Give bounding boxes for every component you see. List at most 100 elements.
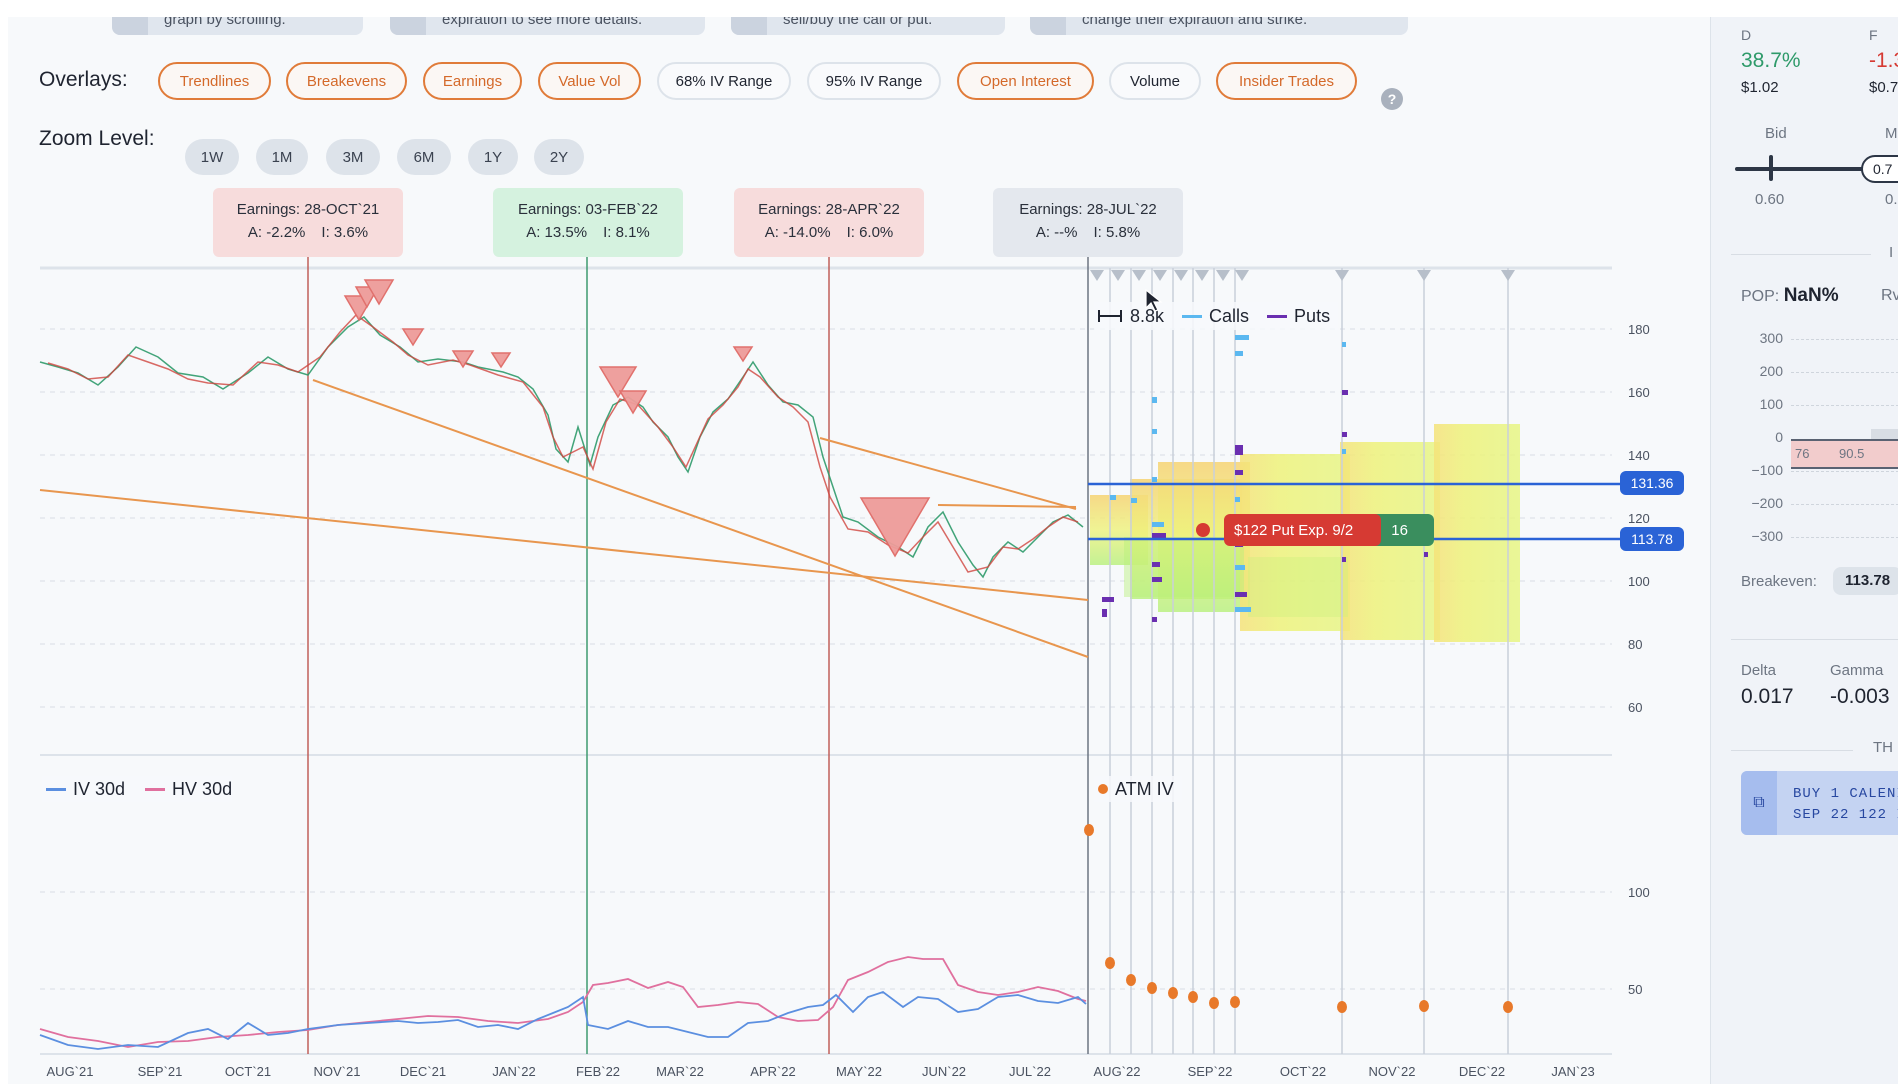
col-d-price: $1.02 bbox=[1741, 79, 1779, 96]
price-and-volatility-chart[interactable]: 180 160 140 120 100 80 60 100 50 bbox=[8, 17, 1710, 1084]
bid-slider-tick bbox=[1769, 155, 1773, 181]
bid-label: Bid bbox=[1765, 125, 1787, 142]
open-interest-legend: 8.8k Calls Puts bbox=[1094, 302, 1339, 330]
tip-card-text: change their expiration and strike. bbox=[1082, 17, 1308, 28]
earnings-box[interactable]: Earnings: 28-JUL`22 A: --% I: 5.8% bbox=[993, 188, 1183, 257]
earnings-box[interactable]: Earnings: 28-OCT`21 A: -2.2% I: 3.6% bbox=[213, 188, 403, 257]
overlay-breakevens-toggle[interactable]: Breakevens bbox=[286, 62, 407, 100]
x-tick: DEC`22 bbox=[1458, 1064, 1506, 1079]
payoff-y-tick: 300 bbox=[1759, 330, 1783, 346]
zoom-3m-button[interactable]: 3M bbox=[326, 139, 380, 175]
payoff-strike-label: 76 bbox=[1795, 446, 1810, 461]
scale-range-icon bbox=[1098, 310, 1122, 322]
delta-label: Delta bbox=[1741, 662, 1777, 679]
x-tick: SEP`22 bbox=[1187, 1064, 1233, 1079]
tip-card-tab bbox=[731, 17, 767, 35]
atm-iv-legend-label[interactable]: ATM IV bbox=[1115, 778, 1174, 799]
order-summary-button[interactable]: ⧉ BUY 1 CALENI SEP 22 122 I bbox=[1741, 771, 1898, 835]
position-label[interactable]: $122 Put Exp. 9/2 16 bbox=[1196, 514, 1434, 546]
tip-card-text: sell/buy the call or put. bbox=[783, 17, 933, 28]
overlay-volume-toggle[interactable]: Volume bbox=[1109, 62, 1201, 100]
rv-label: Rv bbox=[1881, 287, 1898, 304]
x-tick: MAR`22 bbox=[656, 1064, 704, 1079]
payoff-y-tick: 100 bbox=[1759, 396, 1783, 412]
tip-card: graph by scrolling. bbox=[112, 17, 363, 35]
mid-value: 0.7 bbox=[1885, 191, 1898, 208]
svg-text:100: 100 bbox=[1628, 574, 1650, 589]
overlay-insider-trades-toggle[interactable]: Insider Trades bbox=[1216, 62, 1357, 100]
zoom-6m-button[interactable]: 6M bbox=[397, 139, 451, 175]
zoom-level-label: Zoom Level: bbox=[39, 127, 155, 150]
x-tick: NOV`21 bbox=[313, 1064, 361, 1079]
mid-price-slider-handle[interactable]: 0.7 bbox=[1861, 155, 1898, 183]
iv-30d-legend-label[interactable]: IV 30d bbox=[73, 778, 126, 799]
section-divider bbox=[1731, 750, 1853, 751]
earnings-implied-move: I: 6.0% bbox=[846, 224, 894, 241]
payoff-y-tick: 0 bbox=[1775, 429, 1783, 445]
payoff-y-tick: −300 bbox=[1751, 528, 1783, 544]
payoff-chart[interactable]: 300 200 100 0 −100 −200 −300 76 90.5 bbox=[1711, 317, 1898, 557]
x-tick: FEB`22 bbox=[575, 1064, 621, 1079]
earnings-box[interactable]: Earnings: 03-FEB`22 A: 13.5% I: 8.1% bbox=[493, 188, 683, 257]
x-tick: DEC`21 bbox=[399, 1064, 447, 1079]
svg-text:80: 80 bbox=[1628, 637, 1642, 652]
breakeven-label: Breakeven: bbox=[1741, 573, 1817, 590]
iv-30d-swatch-icon bbox=[46, 787, 66, 791]
hv-30d-swatch-icon bbox=[145, 787, 166, 791]
col-d-percent: 38.7% bbox=[1741, 49, 1801, 72]
order-line-1: BUY 1 CALENI bbox=[1793, 786, 1898, 802]
position-label-text[interactable]: $122 Put Exp. 9/2 bbox=[1224, 514, 1382, 546]
zoom-1y-button[interactable]: 1Y bbox=[468, 139, 518, 175]
col-d-label: D bbox=[1741, 27, 1752, 43]
overlay-68-iv-range-toggle[interactable]: 68% IV Range bbox=[657, 62, 791, 100]
earnings-box[interactable]: Earnings: 28-APR`22 A: -14.0% I: 6.0% bbox=[734, 188, 924, 257]
svg-text:50: 50 bbox=[1628, 982, 1642, 997]
mid-label: M bbox=[1885, 125, 1898, 142]
tip-card-tab bbox=[1030, 17, 1066, 35]
payoff-strike-label: 90.5 bbox=[1839, 446, 1865, 461]
payoff-y-tick: −100 bbox=[1751, 462, 1783, 478]
x-tick: NOV`22 bbox=[1368, 1064, 1416, 1079]
tip-card: change their expiration and strike. bbox=[1030, 17, 1408, 35]
tip-card-text: graph by scrolling. bbox=[164, 17, 286, 28]
overlay-95-iv-range-toggle[interactable]: 95% IV Range bbox=[807, 62, 941, 100]
section-divider-label: I bbox=[1889, 244, 1894, 261]
zoom-1w-button[interactable]: 1W bbox=[185, 139, 239, 175]
earnings-implied-move: I: 5.8% bbox=[1093, 224, 1141, 241]
puts-legend-label[interactable]: Puts bbox=[1294, 305, 1331, 326]
copy-icon[interactable]: ⧉ bbox=[1741, 771, 1777, 835]
x-tick: MAY`22 bbox=[836, 1064, 882, 1079]
bid-value: 0.60 bbox=[1755, 191, 1785, 208]
x-tick: JAN`22 bbox=[492, 1064, 536, 1079]
tip-card-tab bbox=[112, 17, 148, 35]
position-dot-icon[interactable] bbox=[1196, 523, 1210, 537]
earnings-actual-move: A: -14.0% bbox=[764, 224, 831, 241]
calls-swatch-icon bbox=[1182, 314, 1203, 318]
earnings-actual-move: A: --% bbox=[1035, 224, 1078, 241]
zoom-2y-button[interactable]: 2Y bbox=[534, 139, 584, 175]
pop-value: NaN% bbox=[1783, 285, 1839, 306]
overlay-earnings-toggle[interactable]: Earnings bbox=[423, 62, 522, 100]
tip-card-tab bbox=[390, 17, 426, 35]
price-slider-track[interactable] bbox=[1735, 167, 1865, 171]
help-icon[interactable]: ? bbox=[1381, 88, 1403, 110]
svg-text:120: 120 bbox=[1628, 511, 1650, 526]
overlay-trendlines-toggle[interactable]: Trendlines bbox=[158, 62, 271, 100]
tip-card: sell/buy the call or put. bbox=[731, 17, 1005, 35]
mouse-cursor-icon bbox=[1145, 289, 1163, 312]
col-f-percent: -1.3 bbox=[1869, 49, 1898, 72]
payoff-y-tick: 200 bbox=[1759, 363, 1783, 379]
overlay-value-vol-toggle[interactable]: Value Vol bbox=[538, 62, 641, 100]
overlay-open-interest-toggle[interactable]: Open Interest bbox=[957, 62, 1094, 100]
hv-30d-legend-label[interactable]: HV 30d bbox=[172, 778, 233, 799]
earnings-title: Earnings: 28-OCT`21 bbox=[236, 201, 380, 218]
gamma-value: -0.003 bbox=[1830, 685, 1890, 708]
x-tick: JAN`23 bbox=[1551, 1064, 1595, 1079]
calls-legend-label[interactable]: Calls bbox=[1209, 305, 1250, 326]
zoom-1m-button[interactable]: 1M bbox=[256, 139, 308, 175]
top-strip bbox=[0, 0, 1898, 17]
pop-label: POP: bbox=[1741, 288, 1780, 305]
x-tick: JUL`22 bbox=[1009, 1064, 1051, 1079]
x-tick: SEP`21 bbox=[137, 1064, 183, 1079]
